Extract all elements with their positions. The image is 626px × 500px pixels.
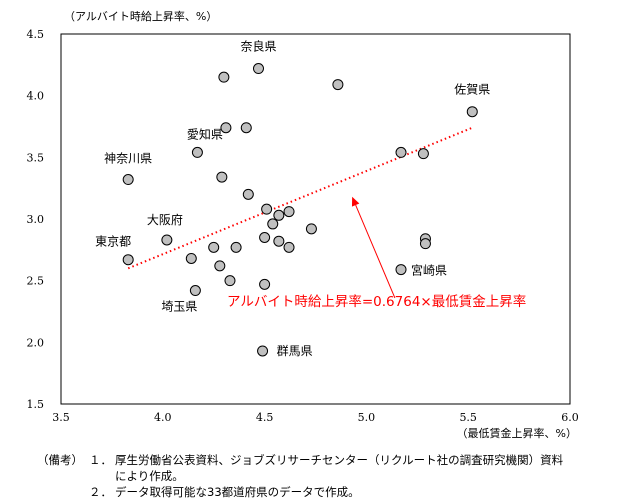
data-point [185, 252, 197, 264]
data-point [273, 235, 285, 247]
data-point [419, 238, 431, 250]
annotation-arrowhead [351, 196, 360, 207]
y-tick-label: 4.0 [27, 90, 45, 103]
notes-head: （備考） [37, 453, 83, 467]
data-point [267, 218, 279, 230]
data-point [214, 260, 226, 272]
x-tick-label: 3.5 [52, 411, 70, 424]
data-point [218, 71, 230, 83]
data-point [230, 241, 242, 253]
data-point [332, 79, 344, 91]
point-label: 宮崎県 [411, 263, 447, 278]
data-point [466, 106, 478, 118]
point-label: 奈良県 [240, 39, 276, 54]
note-row-1: （備考） １． 厚生労働省公表資料、ジョブズリサーチセンター（リクルート社の調査… [37, 452, 626, 468]
x-axis-label: （最低賃金上昇率、%） [457, 426, 577, 440]
data-point [259, 232, 271, 243]
x-tick-label: 6.0 [561, 411, 579, 424]
x-tick-label: 5.0 [358, 411, 376, 424]
y-axis-label: （アルバイト時給上昇率、%） [64, 9, 217, 23]
note-text-2: データ取得可能な33都道府県のデータで作成。 [115, 485, 360, 499]
data-point [283, 206, 295, 218]
note-row-2: ２． データ取得可能な33都道府県のデータで作成。 [37, 484, 626, 500]
note-number-2: ２． [89, 485, 112, 499]
data-point [122, 174, 134, 186]
x-tick-label: 5.5 [459, 411, 477, 424]
data-point [240, 122, 252, 134]
point-label: 神奈川県 [104, 152, 152, 166]
point-label: 愛知県 [187, 128, 223, 142]
data-point [191, 146, 203, 158]
y-tick-label: 1.5 [27, 398, 45, 411]
y-tick-label: 4.5 [27, 28, 45, 41]
x-tick-label: 4.0 [154, 411, 172, 424]
data-point [216, 171, 228, 183]
data-point [208, 241, 220, 253]
trend-line [127, 126, 473, 270]
data-point [242, 188, 254, 200]
trend-equation: アルバイト時給上昇率=0.6764×最低賃金上昇率 [227, 293, 526, 310]
data-point [220, 122, 232, 134]
point-label: 大阪府 [147, 212, 183, 227]
data-point [417, 148, 429, 160]
annotation-arrow [355, 204, 396, 299]
note-row-1-continued: により作成。 [37, 468, 626, 484]
point-label: 東京都 [95, 235, 131, 249]
plot-area [60, 33, 571, 405]
point-label: 群馬県 [277, 344, 313, 358]
y-tick-label: 2.0 [27, 336, 45, 349]
data-point [259, 278, 271, 290]
point-label: 佐賀県 [454, 83, 490, 97]
note-number-1: １． [89, 453, 112, 467]
notes: （備考） １． 厚生労働省公表資料、ジョブズリサーチセンター（リクルート社の調査… [37, 452, 626, 500]
y-tick-label: 2.5 [27, 275, 45, 288]
x-tick-label: 4.5 [256, 411, 274, 424]
data-point [283, 241, 295, 253]
data-point [305, 223, 317, 235]
point-label: 埼玉県 [161, 300, 197, 314]
data-point [224, 275, 236, 287]
data-point [395, 146, 407, 158]
data-point [122, 254, 134, 266]
data-point [189, 285, 201, 297]
data-point [257, 345, 269, 357]
data-point [261, 203, 273, 215]
data-point [273, 209, 285, 221]
note-text-1: 厚生労働省公表資料、ジョブズリサーチセンター（リクルート社の調査研究機関）資料 [115, 453, 564, 467]
y-tick-label: 3.5 [27, 151, 45, 164]
note-text-1-cont: により作成。 [115, 469, 184, 483]
data-point [161, 234, 173, 246]
data-point [395, 264, 407, 276]
scatter-chart: （アルバイト時給上昇率、%） （最低賃金上昇率、%） 1.5 2.0 2.5 3.0 3… [27, 9, 579, 440]
y-tick-label: 3.0 [27, 213, 45, 226]
data-point [252, 63, 264, 75]
